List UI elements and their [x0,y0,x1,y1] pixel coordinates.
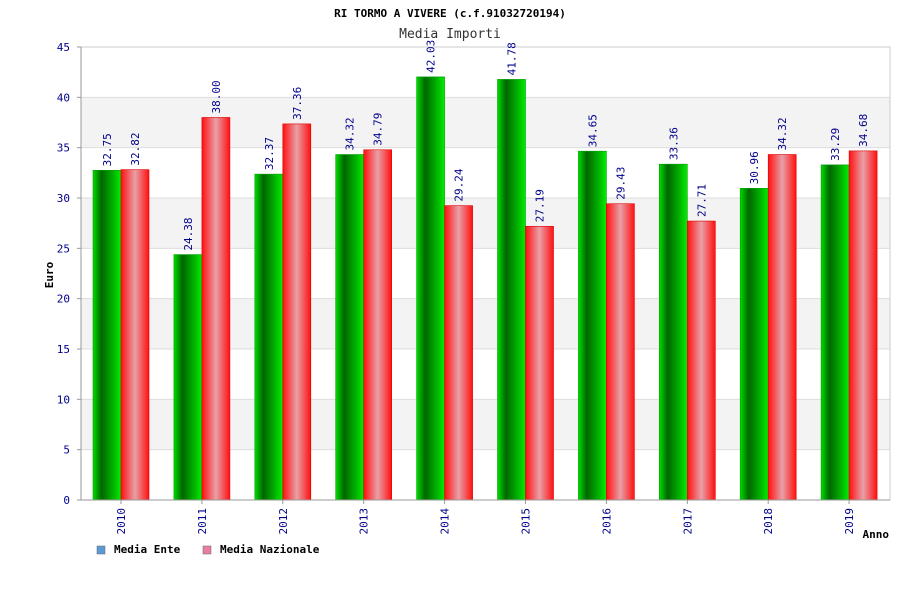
data-label: 34.32 [776,117,789,150]
bar-media-nazionale [686,220,716,501]
bar-media-ente [658,163,688,501]
x-tick-label: 2011 [196,508,209,535]
x-tick-label: 2014 [439,508,452,535]
legend-swatch-media-ente [96,545,106,555]
y-tick-label: 40 [57,91,70,104]
data-label: 27.71 [695,184,708,217]
bar-media-ente [254,173,284,501]
data-label: 32.75 [101,133,114,166]
legend-label-media-nazionale: Media Nazionale [220,543,320,556]
y-tick-label: 45 [57,41,70,54]
bar-media-ente [173,254,203,501]
x-tick-label: 2018 [762,508,775,535]
data-label: 34.32 [344,117,357,150]
bar-media-nazionale [606,203,635,501]
x-axis-label: Anno [863,528,890,541]
x-tick-label: 2012 [277,508,290,535]
data-label: 24.38 [182,217,195,250]
y-tick-label: 5 [63,444,70,457]
y-tick-label: 30 [57,192,70,205]
data-label: 41.78 [506,42,519,75]
bar-media-nazionale [201,117,231,501]
grid-band [81,47,890,98]
bar-media-nazionale [282,123,312,501]
bar-media-nazionale [848,150,878,501]
bar-media-nazionale [363,149,393,501]
legend-label-media-ente: Media Ente [114,543,181,556]
data-label: 29.43 [614,167,627,200]
bar-media-nazionale [444,205,473,501]
bar-media-ente [820,164,850,501]
x-tick-label: 2016 [600,508,613,535]
data-label: 34.65 [586,114,599,147]
bars: 32.75 32.82 24.38 38.00 32.37 37.36 34.32 34.79… [92,40,878,501]
legend-swatch-media-nazionale [202,545,212,555]
bar-media-ente [92,170,122,501]
y-tick-label: 15 [57,343,70,356]
data-label: 32.82 [129,132,142,165]
x-tick-label: 2015 [520,508,533,535]
y-tick-label: 20 [57,293,70,306]
x-tick-label: 2019 [843,508,856,535]
data-label: 37.36 [291,87,304,120]
data-label: 34.68 [857,114,870,147]
x-tick-label: 2013 [358,508,371,535]
legend: Media Ente Media Nazionale [96,543,320,556]
bar-media-nazionale [525,225,554,501]
data-label: 30.96 [748,151,761,184]
y-axis: 0 5 10 15 20 25 30 35 40 45 [57,41,82,507]
x-tick-label: 2010 [115,508,128,535]
data-label: 29.24 [453,168,466,201]
x-axis: 2010 2011 2012 2013 2014 2015 2016 2017 2018 2019 [81,499,890,535]
data-label: 38.00 [210,80,223,113]
bar-media-ente [497,79,526,501]
x-tick-label: 2017 [681,508,694,535]
bar-media-nazionale [767,154,797,501]
y-tick-label: 0 [63,494,70,507]
data-label: 33.29 [829,128,842,161]
bar-media-ente [578,150,607,501]
bar-media-ente [739,188,769,501]
data-label: 42.03 [425,40,438,73]
bar-media-nazionale [120,169,150,501]
y-tick-label: 35 [57,142,70,155]
chart-subtitle: Media Importi [399,27,501,42]
chart-title: RI TORMO A VIVERE (c.f.91032720194) [334,7,566,20]
data-label: 33.36 [667,127,680,160]
y-axis-label: Euro [43,261,56,288]
bar-media-ente [335,154,365,501]
data-label: 27.19 [534,189,547,222]
bar-media-ente [416,76,445,501]
y-tick-label: 10 [57,393,70,406]
data-label: 32.37 [263,137,276,170]
y-tick-label: 25 [57,242,70,255]
data-label: 34.79 [372,113,385,146]
